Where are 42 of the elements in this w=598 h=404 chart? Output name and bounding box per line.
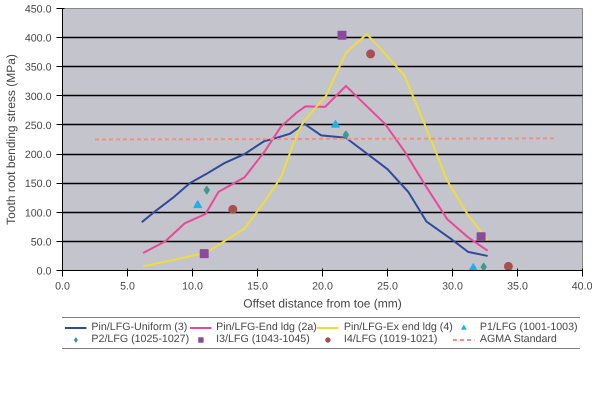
point xyxy=(480,262,487,270)
legend-label: I4/LFG (1019-1021) xyxy=(344,333,438,345)
y-tick-label: 300.0 xyxy=(24,90,52,103)
legend-label: P1/LFG (1001-1003) xyxy=(480,321,578,333)
y-tick-label: 400.0 xyxy=(24,32,52,45)
point xyxy=(228,204,238,214)
y-tick-label: 50.0 xyxy=(30,236,52,248)
x-axis-title: Offset distance from toe (mm) xyxy=(243,296,402,310)
x-tick-label: 30.0 xyxy=(442,280,463,292)
x-tick-label: 5.0 xyxy=(120,280,135,292)
y-tick-label: 200.0 xyxy=(24,149,52,162)
point xyxy=(476,232,486,242)
point xyxy=(200,249,209,258)
line-series xyxy=(142,33,489,268)
x-tick-label: 40.0 xyxy=(572,280,593,292)
x-tick-label: 35.0 xyxy=(507,280,528,292)
point xyxy=(504,262,513,270)
point xyxy=(331,120,340,128)
legend-label: Pin/LFG-Uniform (3) xyxy=(91,321,188,333)
x-tick-label: 0.0 xyxy=(55,280,70,292)
legend-label: Pin/LFG-End ldg (2a) xyxy=(216,321,317,333)
x-tick-label: 10.0 xyxy=(182,280,203,292)
y-tick-label: 0.0 xyxy=(36,266,52,278)
legend-label: P2/LFG (1025-1027) xyxy=(91,333,190,345)
y-tick-label: 350.0 xyxy=(24,62,52,74)
point xyxy=(338,30,346,40)
x-tick-label: 15.0 xyxy=(247,280,268,292)
legend-label: Pin/LFG-Ex end ldg (4) xyxy=(344,321,453,333)
y-tick-label: 450.0 xyxy=(24,4,52,16)
point xyxy=(193,200,202,208)
x-tick-label: 25.0 xyxy=(377,280,398,292)
legend-label: AGMA Standard xyxy=(480,333,557,345)
line-series xyxy=(140,122,489,257)
y-tick-label: 100.0 xyxy=(24,207,52,220)
y-tick-label: 250.0 xyxy=(24,120,52,132)
x-tick-label: 20.0 xyxy=(312,280,333,292)
point xyxy=(342,130,350,140)
legend-label: I3/LFG (1043-1045) xyxy=(216,333,310,345)
y-axis-title: Tooth root bending stress (MPa) xyxy=(4,54,18,225)
y-tick-label: 150.0 xyxy=(24,178,52,190)
line-series xyxy=(142,84,489,254)
point xyxy=(366,49,376,58)
